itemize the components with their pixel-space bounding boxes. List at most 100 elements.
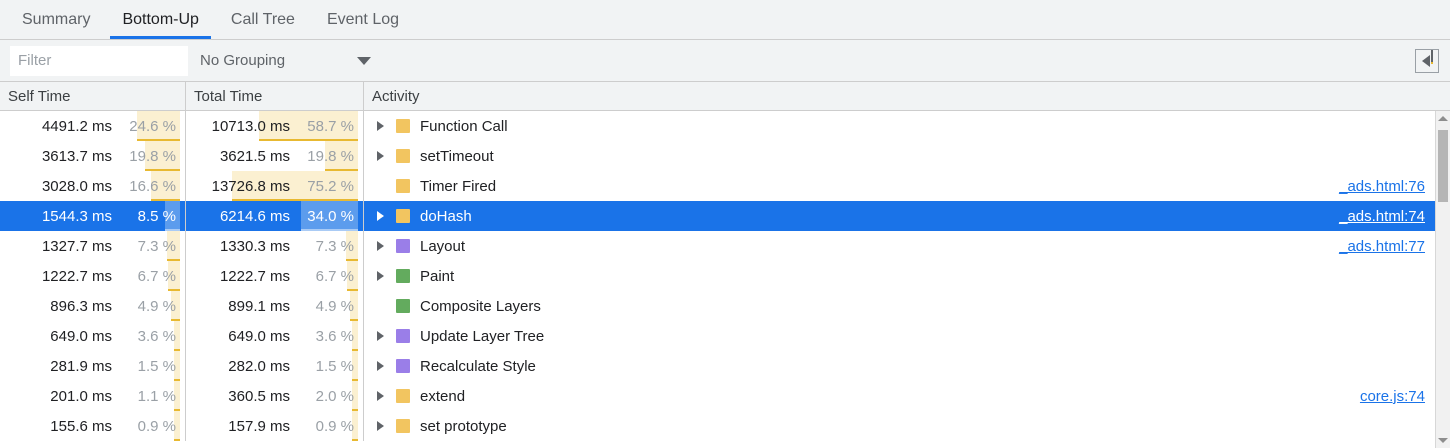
- total-time-percent: 19.8 %: [307, 147, 354, 165]
- chevron-down-icon: [357, 56, 372, 65]
- category-color-swatch-rendering: [396, 359, 410, 373]
- cell-activity: extend core.js:74: [364, 381, 1435, 411]
- activity-name: Recalculate Style: [420, 357, 536, 375]
- expand-triangle-icon[interactable]: [372, 388, 388, 404]
- cell-total-time: 3621.5 ms 19.8 %: [186, 141, 364, 171]
- caret-right-glyph: [376, 361, 384, 371]
- cell-self-time: 3613.7 ms 19.8 %: [0, 141, 186, 171]
- total-time-percent: 75.2 %: [307, 177, 354, 195]
- expand-triangle-icon[interactable]: [372, 208, 388, 224]
- self-time-value: 649.0 ms: [50, 327, 112, 345]
- tab-bottom-up[interactable]: Bottom-Up: [106, 0, 214, 39]
- table-row[interactable]: 1544.3 ms 8.5 % 6214.6 ms 34.0 % doHash _ads.…: [0, 201, 1435, 231]
- total-time-value: 360.5 ms: [228, 387, 290, 405]
- cell-total-time: 6214.6 ms 34.0 %: [186, 201, 364, 231]
- source-location-link[interactable]: core.js:74: [1359, 387, 1425, 405]
- cell-total-time: 1330.3 ms 7.3 %: [186, 231, 364, 261]
- scroll-up-arrow-icon[interactable]: [1436, 111, 1450, 126]
- self-time-percent-bar: [174, 351, 180, 381]
- tab-summary[interactable]: Summary: [22, 10, 91, 28]
- table-row[interactable]: 1222.7 ms 6.7 % 1222.7 ms 6.7 % Paint: [0, 261, 1435, 291]
- expand-triangle-icon[interactable]: [372, 118, 388, 134]
- filter-input[interactable]: [10, 45, 188, 76]
- grouping-dropdown[interactable]: No Grouping: [200, 46, 372, 76]
- total-time-percent-bar: [352, 351, 358, 381]
- self-time-value: 1544.3 ms: [41, 207, 112, 225]
- total-time-value: 3621.5 ms: [219, 147, 290, 165]
- total-time-percent: 2.0 %: [315, 387, 354, 405]
- table-row[interactable]: 1327.7 ms 7.3 % 1330.3 ms 7.3 % Layout _ads.h…: [0, 231, 1435, 261]
- category-color-swatch-scripting: [396, 389, 410, 403]
- activity-name: Function Call: [420, 117, 508, 135]
- table-row[interactable]: 3028.0 ms 16.6 % 13726.8 ms 75.2 % Timer Fir…: [0, 171, 1435, 201]
- self-time-percent-bar: [136, 111, 180, 141]
- source-location-link[interactable]: _ads.html:77: [1339, 237, 1425, 255]
- category-color-swatch-rendering: [396, 329, 410, 343]
- self-time-percent: 4.9 %: [137, 297, 176, 315]
- self-time-percent: 24.6 %: [129, 117, 176, 135]
- self-time-value: 155.6 ms: [50, 417, 112, 435]
- vertical-scrollbar[interactable]: [1435, 111, 1450, 448]
- cell-self-time: 3028.0 ms 16.6 %: [0, 171, 186, 201]
- expand-triangle-icon[interactable]: [372, 238, 388, 254]
- cell-activity: setTimeout: [364, 141, 1435, 171]
- self-time-percent-bar: [150, 171, 180, 201]
- table-row[interactable]: 4491.2 ms 24.6 % 10713.0 ms 58.7 % Function …: [0, 111, 1435, 141]
- cell-self-time: 1222.7 ms 6.7 %: [0, 261, 186, 291]
- source-location-link[interactable]: _ads.html:74: [1339, 207, 1425, 225]
- table-row[interactable]: 896.3 ms 4.9 % 899.1 ms 4.9 % Composite Laye…: [0, 291, 1435, 321]
- cell-self-time: 649.0 ms 3.6 %: [0, 321, 186, 351]
- expand-triangle-icon[interactable]: [372, 358, 388, 374]
- activity-name: Update Layer Tree: [420, 327, 545, 345]
- self-time-value: 4491.2 ms: [41, 117, 112, 135]
- total-time-percent-bar: [231, 171, 358, 201]
- activity-name: Paint: [420, 267, 455, 285]
- scrollbar-thumb[interactable]: [1438, 130, 1448, 202]
- column-header-total-time[interactable]: Total Time: [186, 82, 364, 110]
- source-location-link[interactable]: _ads.html:76: [1339, 177, 1425, 195]
- total-time-value: 1330.3 ms: [219, 237, 290, 255]
- collapse-sidebar-triangle: [1422, 55, 1430, 67]
- self-time-percent: 16.6 %: [129, 177, 176, 195]
- category-color-swatch-painting: [396, 269, 410, 283]
- cell-total-time: 649.0 ms 3.6 %: [186, 321, 364, 351]
- expand-triangle-icon[interactable]: [372, 418, 388, 434]
- self-time-value: 281.9 ms: [50, 357, 112, 375]
- caret-right-glyph: [376, 271, 384, 281]
- tab-event-log[interactable]: Event Log: [326, 10, 400, 28]
- panel-tab-bar: Summary Bottom-Up Call Tree Event Log: [0, 0, 1450, 40]
- cell-self-time: 155.6 ms 0.9 %: [0, 411, 186, 441]
- table-row[interactable]: 649.0 ms 3.6 % 649.0 ms 3.6 % Update Layer T…: [0, 321, 1435, 351]
- category-color-swatch-scripting: [396, 179, 410, 193]
- table-row[interactable]: 201.0 ms 1.1 % 360.5 ms 2.0 % extend core.js:…: [0, 381, 1435, 411]
- cell-activity: doHash _ads.html:74: [364, 201, 1435, 231]
- expand-triangle-icon[interactable]: [372, 148, 388, 164]
- self-time-percent: 0.9 %: [137, 417, 176, 435]
- table-row[interactable]: 3613.7 ms 19.8 % 3621.5 ms 19.8 % setTimeout: [0, 141, 1435, 171]
- self-time-percent: 1.1 %: [137, 387, 176, 405]
- total-time-percent: 58.7 %: [307, 117, 354, 135]
- cell-activity: Layout _ads.html:77: [364, 231, 1435, 261]
- scroll-down-arrow-icon[interactable]: [1436, 433, 1450, 448]
- self-time-value: 1327.7 ms: [41, 237, 112, 255]
- column-header-self-time[interactable]: Self Time: [0, 82, 186, 110]
- caret-right-glyph: [376, 241, 384, 251]
- total-time-percent-bar: [345, 231, 358, 261]
- bottom-up-grid: 4491.2 ms 24.6 % 10713.0 ms 58.7 % Function …: [0, 111, 1450, 448]
- self-time-percent-bar: [167, 231, 180, 261]
- tab-call-tree[interactable]: Call Tree: [230, 10, 295, 28]
- total-time-percent: 34.0 %: [307, 207, 354, 225]
- column-header-activity[interactable]: Activity: [372, 87, 420, 105]
- table-row[interactable]: 281.9 ms 1.5 % 282.0 ms 1.5 % Recalculate St…: [0, 351, 1435, 381]
- expand-triangle-icon[interactable]: [372, 268, 388, 284]
- category-color-swatch-scripting: [396, 149, 410, 163]
- table-row[interactable]: 155.6 ms 0.9 % 157.9 ms 0.9 % set prototype: [0, 411, 1435, 441]
- expand-triangle-icon[interactable]: [372, 328, 388, 344]
- activity-name: Composite Layers: [420, 297, 541, 315]
- self-time-value: 201.0 ms: [50, 387, 112, 405]
- self-time-value: 3613.7 ms: [41, 147, 112, 165]
- category-color-swatch-painting: [396, 299, 410, 313]
- self-time-percent: 1.5 %: [137, 357, 176, 375]
- cell-self-time: 1327.7 ms 7.3 %: [0, 231, 186, 261]
- collapse-sidebar-icon[interactable]: [1415, 49, 1439, 73]
